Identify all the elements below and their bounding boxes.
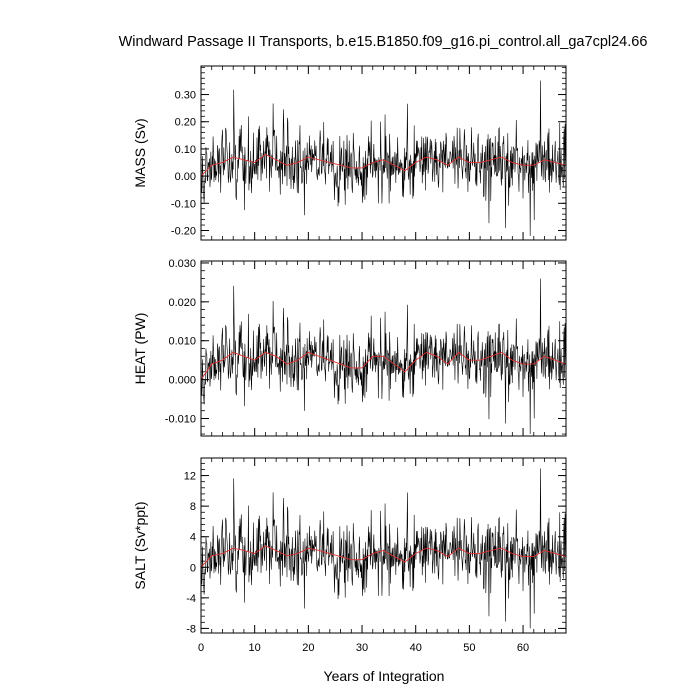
heat-y-tick-label: 0.010	[168, 336, 196, 348]
heat-y-tick-label: 0.030	[168, 258, 196, 270]
salt-y-tick-label: -4	[186, 593, 196, 605]
salt-running-mean-series	[201, 545, 566, 568]
heat-running-mean-series	[201, 351, 566, 380]
mass-y-tick-label: 0.20	[175, 117, 196, 129]
salt-y-tick-label: -8	[186, 623, 196, 635]
mass-y-tick-label: 0.00	[175, 171, 196, 183]
figure-title: Windward Passage II Transports, b.e15.B1…	[119, 34, 648, 50]
x-tick-label: 20	[302, 642, 314, 654]
mass-monthly-series	[201, 80, 566, 236]
heat-y-axis-label: HEAT (PW)	[132, 313, 148, 385]
mass-y-tick-label: 0.30	[175, 90, 196, 102]
heat-y-tick-label: 0.000	[168, 375, 196, 387]
salt-y-tick-label: 4	[190, 532, 196, 544]
mass-y-tick-label: -0.20	[171, 225, 196, 237]
mass-y-axis-label: MASS (Sv)	[132, 118, 148, 187]
mass-running-mean-series	[201, 153, 566, 177]
mass-panel: -0.20 -0.10 0.00 0.10 0.20 0.30 MASS (Sv)	[132, 65, 567, 241]
salt-monthly-series	[201, 468, 566, 629]
mass-y-tick-label: 0.10	[175, 144, 196, 156]
mass-y-tick-label: -0.10	[171, 198, 196, 210]
salt-plot-frame	[200, 457, 567, 634]
salt-y-tick-label: 0	[190, 562, 196, 574]
heat-panel: -0.010 0.000 0.010 0.020 0.030 HEAT (PW)	[132, 258, 567, 437]
x-tick-label: 10	[249, 642, 261, 654]
salt-panel: -8 -4 0 4 8 12 0 10 20 30 40 50 60 SALT (Sv*ppt)	[132, 457, 567, 654]
heat-monthly-series	[201, 278, 566, 435]
heat-y-tick-label: -0.010	[165, 414, 196, 426]
heat-y-tick-label: 0.020	[168, 297, 196, 309]
heat-plot-frame	[200, 260, 567, 437]
x-tick-label: 60	[517, 642, 529, 654]
salt-y-axis-label: SALT (Sv*ppt)	[132, 501, 148, 589]
x-axis-label: Years of Integration	[324, 668, 445, 684]
x-tick-label: 40	[410, 642, 422, 654]
x-tick-label: 50	[463, 642, 475, 654]
salt-y-tick-label: 8	[190, 501, 196, 513]
salt-y-tick-label: 12	[184, 471, 196, 483]
mass-plot-frame	[200, 65, 567, 241]
x-tick-label: 30	[356, 642, 368, 654]
x-tick-label: 0	[198, 642, 204, 654]
